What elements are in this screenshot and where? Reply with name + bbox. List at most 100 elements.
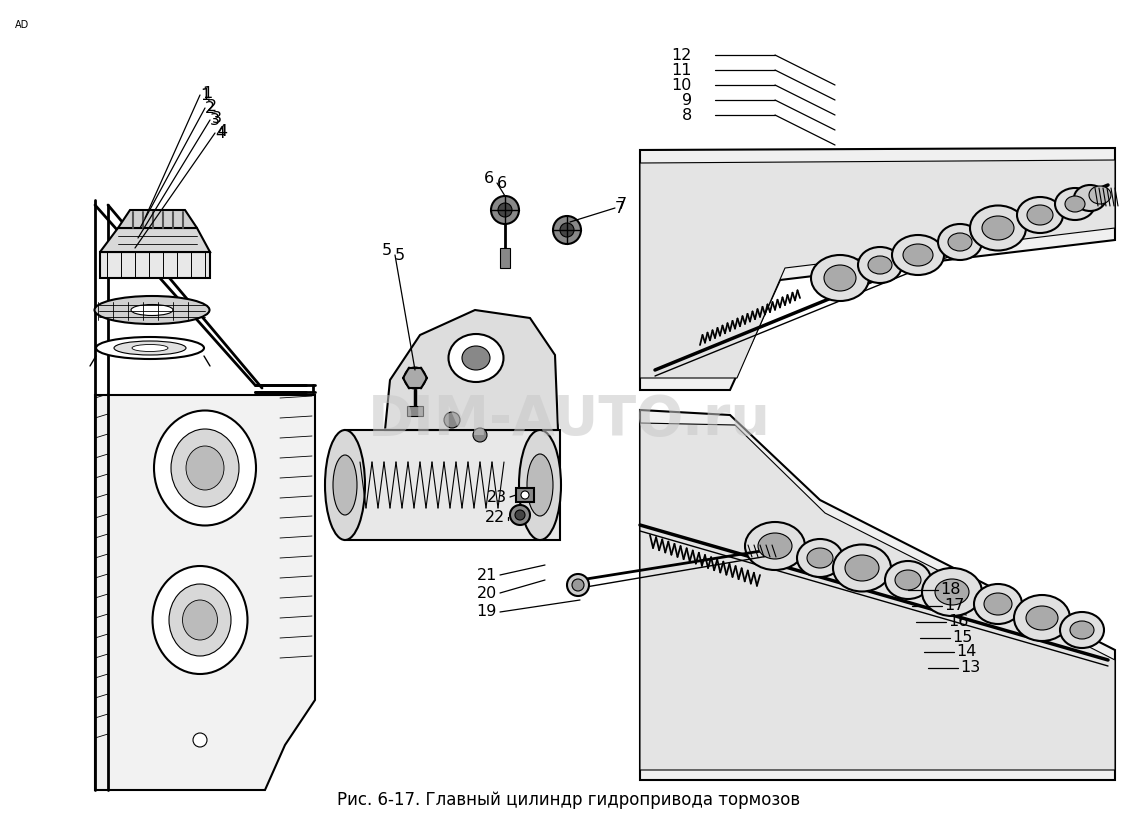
Ellipse shape [325, 430, 365, 540]
Ellipse shape [490, 196, 519, 224]
Ellipse shape [892, 235, 945, 275]
Ellipse shape [333, 455, 357, 515]
Text: 4: 4 [215, 125, 225, 140]
Bar [516, 488, 534, 502]
Ellipse shape [182, 600, 217, 640]
Text: 15: 15 [953, 631, 972, 646]
Text: 22: 22 [485, 510, 505, 525]
Text: 6: 6 [497, 175, 508, 190]
Text: DIM-AUTO.ru: DIM-AUTO.ru [368, 393, 770, 447]
Ellipse shape [1065, 196, 1085, 212]
Ellipse shape [1026, 205, 1053, 225]
Ellipse shape [1089, 186, 1111, 204]
Ellipse shape [473, 428, 487, 442]
Text: 5: 5 [395, 248, 405, 263]
Ellipse shape [521, 491, 529, 499]
Polygon shape [118, 210, 197, 228]
Text: 9: 9 [682, 93, 692, 108]
Polygon shape [94, 395, 315, 790]
Ellipse shape [516, 510, 525, 520]
Text: 16: 16 [948, 615, 968, 630]
Polygon shape [640, 148, 1115, 390]
Text: 7: 7 [617, 197, 627, 212]
Ellipse shape [527, 454, 553, 516]
Text: 2: 2 [207, 98, 217, 113]
Ellipse shape [131, 304, 173, 315]
Ellipse shape [811, 255, 869, 301]
Ellipse shape [984, 593, 1012, 615]
Ellipse shape [935, 579, 968, 605]
Text: 1: 1 [200, 88, 211, 103]
Text: 1: 1 [203, 86, 213, 101]
Ellipse shape [970, 205, 1026, 250]
Ellipse shape [572, 579, 584, 591]
Ellipse shape [170, 584, 231, 656]
Ellipse shape [922, 568, 982, 616]
Ellipse shape [96, 337, 204, 359]
Ellipse shape [519, 430, 561, 540]
Polygon shape [640, 410, 1115, 780]
Text: 7: 7 [615, 200, 625, 215]
Text: 14: 14 [956, 645, 976, 660]
Ellipse shape [567, 574, 589, 596]
Ellipse shape [193, 733, 207, 747]
Ellipse shape [154, 410, 256, 525]
Text: Рис. 6-17. Главный цилиндр гидропривода тормозов: Рис. 6-17. Главный цилиндр гидропривода … [338, 791, 800, 809]
Bar [500, 248, 510, 268]
Ellipse shape [448, 334, 503, 382]
Text: 17: 17 [945, 599, 964, 614]
Ellipse shape [444, 412, 460, 428]
Ellipse shape [745, 522, 805, 570]
Ellipse shape [462, 346, 490, 370]
Text: 12: 12 [671, 48, 692, 63]
Text: 3: 3 [212, 110, 222, 125]
Ellipse shape [824, 265, 856, 291]
Text: 10: 10 [671, 78, 692, 93]
Ellipse shape [1014, 595, 1070, 641]
Ellipse shape [948, 233, 972, 251]
Ellipse shape [560, 223, 574, 237]
Bar [407, 406, 423, 416]
Ellipse shape [1026, 606, 1058, 630]
Text: 21: 21 [477, 567, 497, 582]
Ellipse shape [498, 203, 512, 217]
Ellipse shape [807, 548, 833, 568]
Ellipse shape [833, 545, 891, 591]
Ellipse shape [758, 533, 792, 559]
Ellipse shape [797, 539, 843, 577]
Ellipse shape [885, 561, 931, 599]
Text: 3: 3 [211, 113, 220, 128]
Polygon shape [385, 310, 558, 430]
Ellipse shape [152, 566, 247, 674]
Ellipse shape [132, 344, 168, 351]
Ellipse shape [868, 256, 892, 274]
Ellipse shape [1017, 197, 1063, 233]
Ellipse shape [1074, 185, 1106, 211]
Text: 8: 8 [682, 108, 692, 123]
Ellipse shape [510, 505, 530, 525]
Text: 13: 13 [960, 661, 980, 676]
Ellipse shape [1070, 621, 1094, 639]
Text: AD: AD [15, 20, 30, 30]
Text: 23: 23 [487, 490, 508, 505]
Ellipse shape [114, 341, 185, 355]
Ellipse shape [938, 224, 982, 260]
Ellipse shape [171, 429, 239, 507]
Text: 11: 11 [671, 63, 692, 78]
Polygon shape [100, 252, 211, 278]
Ellipse shape [982, 216, 1014, 240]
Text: 19: 19 [477, 605, 497, 620]
Text: 2: 2 [205, 101, 215, 115]
Polygon shape [100, 228, 211, 252]
Polygon shape [640, 423, 1115, 770]
Text: 5: 5 [382, 243, 391, 258]
Ellipse shape [858, 247, 902, 283]
Bar [345, 430, 560, 540]
Ellipse shape [1059, 612, 1104, 648]
Ellipse shape [185, 446, 224, 490]
Polygon shape [640, 160, 1115, 378]
Text: 18: 18 [940, 582, 960, 597]
Ellipse shape [553, 216, 582, 244]
Ellipse shape [404, 367, 426, 389]
Ellipse shape [902, 244, 933, 266]
